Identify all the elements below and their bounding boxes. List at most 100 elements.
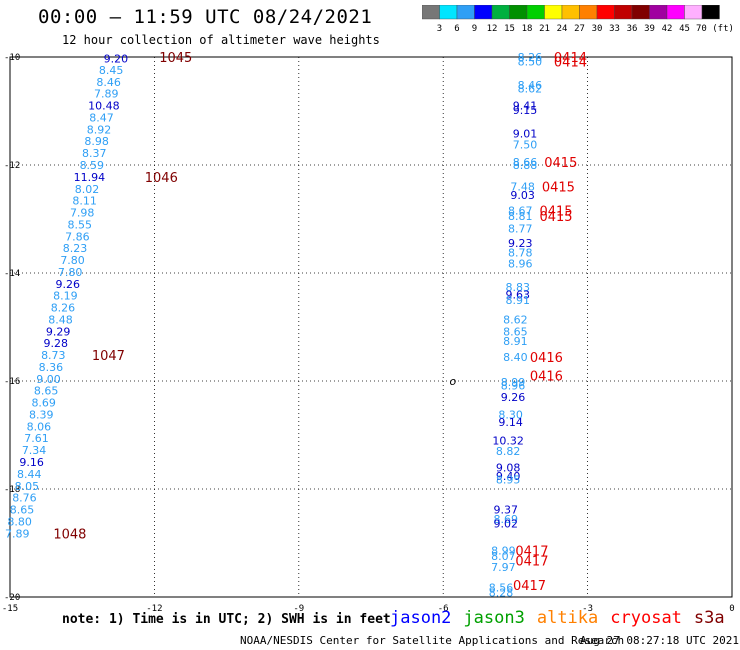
swh-value: 9.40 <box>496 470 521 483</box>
footer-timestamp: Aug 27 08:27:18 UTC 2021 <box>580 634 739 647</box>
swh-value: 9.63 <box>506 289 531 302</box>
swh-value: 7.80 <box>60 254 85 267</box>
time-label: 0416 <box>530 370 563 385</box>
mission-label: jason3 <box>463 608 525 628</box>
colorbar-label: 6 <box>454 24 459 34</box>
swh-value: 8.88 <box>513 159 538 172</box>
y-tick-label: -12 <box>4 161 20 171</box>
swh-value: 8.73 <box>41 349 66 362</box>
swh-value: 10.48 <box>88 100 120 113</box>
swh-value: 9.16 <box>19 456 44 469</box>
swh-value: 8.69 <box>31 397 56 410</box>
colorbar-label: 12 <box>487 24 498 34</box>
colorbar-label: 70 (ft) <box>696 24 732 34</box>
swh-value: 7.86 <box>65 230 90 243</box>
units-note: note: 1) Time is in UTC; 2) SWH is in fe… <box>62 612 391 627</box>
swh-value: 9.23 <box>508 237 533 250</box>
swh-value: 8.47 <box>89 111 114 124</box>
x-tick-label: -12 <box>146 604 162 614</box>
swh-value: 8.92 <box>87 123 112 136</box>
swh-value: 8.99 <box>501 376 526 389</box>
swh-value: 8.30 <box>498 408 523 421</box>
time-label: 0416 <box>530 351 563 366</box>
swh-value: 8.82 <box>496 445 521 458</box>
mission-label: cryosat <box>610 608 682 628</box>
swh-value: 7.89 <box>5 527 30 540</box>
colorbar-label: 18 <box>522 24 533 34</box>
mission-label: s3a <box>693 608 725 628</box>
x-tick-label: -6 <box>438 604 449 614</box>
swh-value: 9.26 <box>501 391 526 404</box>
chart-title: 00:00 – 11:59 UTC 08/24/2021 <box>38 6 373 28</box>
y-tick-label: -14 <box>4 269 20 279</box>
swh-value: 9.29 <box>46 325 71 338</box>
y-tick-label: -16 <box>4 377 20 387</box>
swh-value: 8.96 <box>501 379 526 392</box>
swh-value: 8.77 <box>508 223 533 236</box>
colorbar-label: 27 <box>574 24 585 34</box>
time-label: 0417 <box>515 545 548 560</box>
swh-value: 8.44 <box>17 468 42 481</box>
swh-value: 8.59 <box>80 159 105 172</box>
colorbar-label: 9 <box>472 24 477 34</box>
swh-value: 8.36 <box>39 361 64 374</box>
swh-value: 8.67 <box>508 204 533 217</box>
x-tick-label: -9 <box>293 604 304 614</box>
swh-value: 9.15 <box>513 104 538 117</box>
swh-value: 8.37 <box>82 147 107 160</box>
colorbar-label: 21 <box>539 24 550 34</box>
chart-subtitle: 12 hour collection of altimeter wave hei… <box>62 33 380 47</box>
swh-value: 8.46 <box>518 79 543 92</box>
swh-value: 8.95 <box>496 473 521 486</box>
swh-value: 7.50 <box>513 138 538 151</box>
swh-value: 8.99 <box>491 545 516 558</box>
y-tick-label: -18 <box>4 485 20 495</box>
swh-value: 8.40 <box>503 351 528 364</box>
swh-value: 9.08 <box>496 461 521 474</box>
plot-frame <box>9 56 733 598</box>
y-tick-label: -10 <box>4 53 20 63</box>
mission-label: altika <box>536 608 599 628</box>
time-label: 0417 <box>513 579 546 594</box>
swh-value: 11.94 <box>74 171 106 184</box>
swh-value: 8.66 <box>513 156 538 169</box>
colorbar-label: 45 <box>679 24 690 34</box>
swh-value: 8.26 <box>518 51 543 64</box>
swh-value: 8.39 <box>29 408 54 421</box>
swh-value: 9.37 <box>494 504 519 517</box>
time-label: 1045 <box>159 51 192 66</box>
swh-value: 8.50 <box>518 55 543 68</box>
swh-value: 8.46 <box>96 76 121 89</box>
time-label: 0415 <box>544 156 577 171</box>
swh-value: 9.26 <box>56 278 81 291</box>
x-tick-label: -3 <box>582 604 593 614</box>
time-label: 0415 <box>542 181 575 196</box>
swh-value: 7.80 <box>58 266 83 279</box>
mission-label: jason2 <box>390 608 452 628</box>
swh-value: 8.83 <box>506 281 531 294</box>
colorbar-label: 15 <box>504 24 515 34</box>
swh-value: 9.28 <box>43 337 68 350</box>
swh-value: 9.41 <box>513 100 538 113</box>
swh-value: 9.02 <box>494 518 519 531</box>
swh-value: 8.56 <box>489 581 514 594</box>
swh-value: 10.32 <box>492 434 524 447</box>
swh-value: 8.28 <box>489 587 514 600</box>
time-label: 1048 <box>53 527 86 542</box>
swh-value: 9.14 <box>498 416 523 429</box>
swh-value: 9.01 <box>513 128 538 141</box>
time-label: 0414 <box>554 51 587 66</box>
swh-value: 8.11 <box>72 195 97 208</box>
colorbar-label: 42 <box>662 24 673 34</box>
swh-value: 8.96 <box>508 257 533 270</box>
swh-value: 8.91 <box>506 294 531 307</box>
swh-value: 8.55 <box>68 218 93 231</box>
y-tick-label: -20 <box>4 593 20 603</box>
swh-value: 8.98 <box>84 135 109 148</box>
colorbar-label: 24 <box>557 24 568 34</box>
swh-value: 9.20 <box>104 53 129 66</box>
swh-value: 7.89 <box>94 88 119 101</box>
swh-value: 8.05 <box>15 480 40 493</box>
colorbar-swatch <box>701 5 720 20</box>
